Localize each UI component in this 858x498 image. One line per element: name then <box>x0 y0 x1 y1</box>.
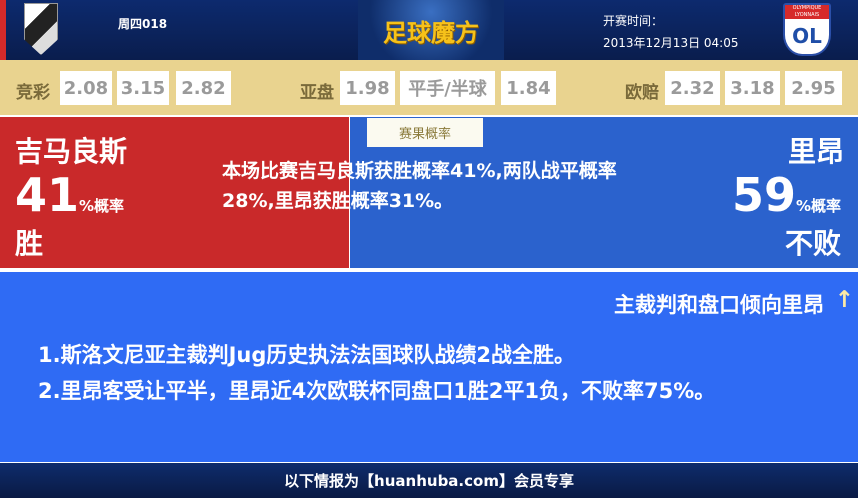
member-footer[interactable]: 以下情报为【huanhuba.com】会员专享 <box>0 463 858 498</box>
analysis-notes: 1.斯洛文尼亚主裁判Jug历史执法法国球队战绩2战全胜。 2.里昂客受让平半，里… <box>38 337 818 409</box>
home-probability-panel <box>0 117 349 268</box>
jingcai-away-odd: 2.82 <box>176 71 231 105</box>
away-team-logo: OLYMPIQUE LYONNAIS OL <box>783 3 831 56</box>
kickoff-time: 2013年12月13日 04:05 <box>603 36 739 50</box>
note-item: 1.斯洛文尼亚主裁判Jug历史执法法国球队战绩2战全胜。 <box>38 343 575 367</box>
kickoff-label: 开赛时间： <box>603 14 664 28</box>
result-probability-tab[interactable]: 赛果概率 <box>367 118 483 147</box>
arrow-up-icon: ↑ <box>834 287 854 313</box>
asian-handicap: 平手/半球 <box>400 71 495 105</box>
home-result: 胜 <box>15 227 44 260</box>
home-team-name: 吉马良斯 <box>15 135 128 168</box>
tendency-heading: 主裁判和盘口倾向里昂 <box>614 293 824 317</box>
jingcai-label: 竞彩 <box>16 83 50 103</box>
brand-logo: 足球魔方 <box>358 0 504 60</box>
jingcai-draw-odd: 3.15 <box>117 71 169 105</box>
euro-draw-odd: 3.18 <box>725 71 780 105</box>
match-number: 周四018 <box>118 17 168 31</box>
analysis-panel <box>0 272 858 462</box>
euro-home-odd: 2.32 <box>665 71 720 105</box>
asian-away-odd: 1.84 <box>501 71 556 105</box>
home-probability: 41%概率 <box>15 168 125 222</box>
probability-summary: 本场比赛吉马良斯获胜概率41%,两队战平概率28%,里昂获胜概率31%。 <box>222 160 617 212</box>
away-result: 不败 <box>784 227 841 260</box>
jingcai-home-odd: 2.08 <box>60 71 112 105</box>
header-accent <box>0 0 6 60</box>
euro-away-odd: 2.95 <box>785 71 842 105</box>
away-probability: 59%概率 <box>731 168 841 222</box>
euro-label: 欧赔 <box>625 83 659 103</box>
note-item: 2.里昂客受让平半，里昂近4次欧联杯同盘口1胜2平1负，不败率75%。 <box>38 379 716 403</box>
asian-home-odd: 1.98 <box>340 71 395 105</box>
away-team-name: 里昂 <box>787 135 844 168</box>
asian-label: 亚盘 <box>300 83 334 103</box>
odds-bar: 竞彩 2.08 3.15 2.82 亚盘 1.98 平手/半球 1.84 欧赔 … <box>0 60 858 115</box>
